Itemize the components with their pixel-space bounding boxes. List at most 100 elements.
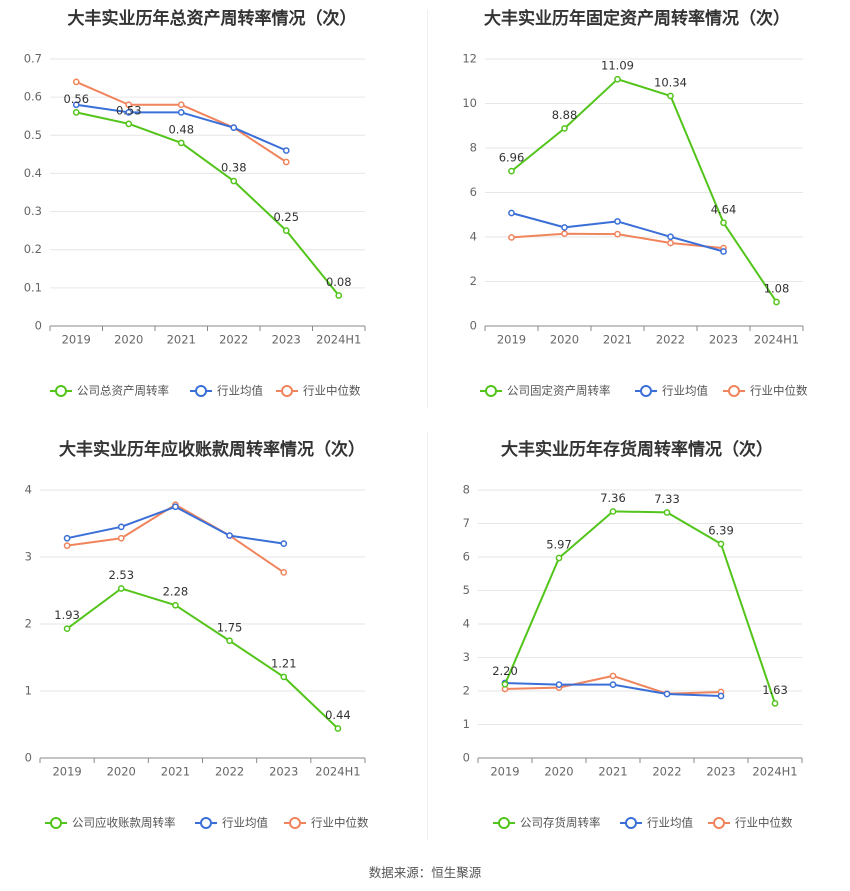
data-point-avg[interactable] [117, 523, 125, 531]
legend-item-median[interactable]: 行业中位数 [276, 384, 361, 398]
legend-item-median[interactable]: 行业中位数 [284, 816, 369, 830]
data-point-avg[interactable] [614, 218, 621, 225]
data-point-median[interactable] [280, 569, 288, 576]
data-point-median[interactable] [125, 101, 133, 109]
data-point-avg[interactable] [555, 681, 563, 688]
data-point-avg[interactable] [230, 124, 238, 132]
data-point-median[interactable] [609, 672, 617, 680]
data-point-company[interactable] [63, 625, 71, 633]
y-tick-label: 0 [35, 319, 42, 333]
legend-label: 公司总资产周转率 [77, 384, 169, 398]
data-point-median[interactable] [561, 230, 568, 238]
data-label: 8.88 [552, 108, 578, 122]
data-point-avg[interactable] [667, 233, 674, 241]
data-point-company[interactable] [773, 298, 780, 306]
y-tick-label: 5 [463, 583, 470, 597]
legend-item-avg[interactable]: 行业均值 [190, 384, 263, 398]
data-point-avg[interactable] [508, 209, 515, 217]
data-point-company[interactable] [663, 509, 671, 516]
data-point-avg[interactable] [125, 109, 133, 116]
data-point-company[interactable] [555, 554, 563, 562]
data-point-avg[interactable] [720, 248, 727, 255]
data-point-company[interactable] [280, 673, 288, 681]
data-point-company[interactable] [667, 92, 674, 100]
data-point-avg[interactable] [177, 109, 185, 116]
legend-item-median[interactable]: 行业中位数 [708, 816, 793, 830]
data-label: 1.08 [764, 281, 790, 295]
data-point-avg[interactable] [663, 690, 671, 698]
legend-label: 行业均值 [217, 384, 263, 398]
data-point-avg[interactable] [226, 532, 233, 539]
y-tick-label: 0.4 [24, 166, 42, 180]
chart-title: 大丰实业历年应收账款周转率情况（次） [59, 439, 365, 460]
y-tick-label: 3 [463, 650, 470, 664]
data-point-avg[interactable] [561, 224, 568, 231]
data-point-company[interactable] [609, 508, 617, 515]
data-point-median[interactable] [177, 101, 185, 109]
data-point-company[interactable] [771, 700, 779, 707]
data-point-avg[interactable] [609, 681, 617, 688]
data-point-company[interactable] [335, 292, 343, 299]
data-point-median[interactable] [282, 158, 290, 166]
x-tick-label: 2023 [709, 333, 738, 347]
data-point-avg[interactable] [280, 540, 288, 547]
data-point-company[interactable] [172, 601, 179, 609]
data-point-avg[interactable] [717, 692, 725, 700]
data-point-company[interactable] [561, 125, 568, 132]
y-tick-label: 8 [463, 483, 470, 497]
legend-swatch-marker [625, 817, 637, 829]
data-point-company[interactable] [177, 139, 185, 147]
legend-item-company[interactable]: 公司固定资产周转率 [480, 384, 611, 398]
legend-item-company[interactable]: 公司应收账款周转率 [45, 816, 176, 830]
source-note: 数据来源：恒生聚源 [368, 865, 482, 880]
data-point-company[interactable] [720, 219, 727, 227]
y-tick-label: 0 [463, 751, 470, 765]
data-point-company[interactable] [117, 585, 125, 592]
data-point-company[interactable] [125, 120, 133, 128]
x-tick-label: 2024H1 [754, 333, 799, 347]
legend-swatch-marker [55, 385, 67, 397]
data-point-median[interactable] [117, 534, 125, 542]
data-point-company[interactable] [508, 167, 515, 175]
legend-label: 行业中位数 [750, 384, 808, 398]
data-label: 1.63 [762, 683, 788, 697]
data-point-company[interactable] [717, 540, 725, 548]
data-point-company[interactable] [501, 680, 509, 688]
data-point-avg[interactable] [72, 101, 80, 109]
data-label: 0.53 [116, 103, 142, 117]
x-tick-label: 2024H1 [315, 765, 360, 779]
legend-item-company[interactable]: 公司总资产周转率 [50, 384, 169, 398]
legend-item-median[interactable]: 行业中位数 [723, 384, 808, 398]
y-tick-label: 4 [25, 483, 32, 497]
y-tick-label: 1 [25, 684, 32, 698]
data-point-median[interactable] [508, 234, 515, 241]
legend-item-company[interactable]: 公司存货周转率 [493, 816, 601, 830]
legend-item-avg[interactable]: 行业均值 [195, 816, 268, 830]
legend-item-avg[interactable]: 行业均值 [635, 384, 708, 398]
y-tick-label: 0.3 [24, 204, 42, 218]
data-point-company[interactable] [230, 177, 238, 185]
x-tick-label: 2021 [161, 765, 190, 779]
x-tick-label: 2019 [497, 333, 526, 347]
data-point-company[interactable] [226, 637, 233, 645]
data-point-company[interactable] [334, 725, 342, 732]
data-point-company[interactable] [72, 109, 80, 116]
legend-item-avg[interactable]: 行业均值 [620, 816, 693, 830]
data-point-median[interactable] [63, 542, 71, 549]
data-point-avg[interactable] [172, 503, 179, 511]
series-line-company [66, 587, 339, 730]
y-tick-label: 2 [463, 684, 470, 698]
data-point-median[interactable] [667, 239, 674, 247]
data-point-median[interactable] [614, 230, 621, 238]
data-point-median[interactable] [72, 78, 80, 86]
data-point-company[interactable] [282, 227, 290, 234]
y-tick-label: 0.2 [24, 242, 42, 256]
data-point-avg[interactable] [63, 534, 71, 542]
x-tick-label: 2021 [603, 333, 632, 347]
x-tick-label: 2022 [219, 333, 248, 347]
x-tick-label: 2022 [652, 765, 681, 779]
data-point-avg[interactable] [282, 147, 290, 154]
data-point-company[interactable] [614, 75, 621, 83]
data-label: 4.64 [711, 202, 737, 216]
legend-swatch-marker [498, 817, 510, 829]
